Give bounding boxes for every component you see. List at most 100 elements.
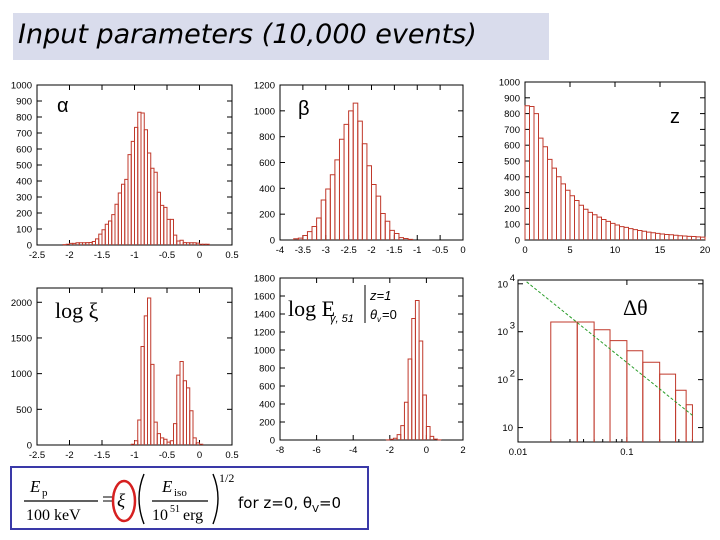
beta-ytick-label: 200	[259, 210, 275, 221]
z-bar	[578, 204, 584, 240]
delta_theta-ytick-label: 10	[502, 423, 513, 434]
log_e-bar	[414, 300, 420, 440]
z-bar	[686, 235, 692, 240]
z-bar	[538, 137, 544, 240]
alpha-xtick-label: -2	[65, 250, 73, 261]
beta-ytick-label: 800	[259, 132, 275, 143]
z-bar	[637, 230, 643, 240]
beta-bar	[357, 120, 363, 240]
z-ytick-label: 800	[504, 109, 520, 120]
beta-xtick-label: -1.5	[386, 245, 402, 256]
beta-xtick-label: -0.5	[432, 245, 448, 256]
log_e-xtick-label: -4	[349, 445, 357, 456]
beta-bar	[311, 225, 318, 240]
beta-histogram: -4 -3.5 -3 -2.5 -2 -1.5 -1 -0.5 0 0 200 400 600 800 10…	[254, 81, 466, 257]
z-bar	[655, 232, 661, 240]
beta-bar	[306, 231, 313, 240]
formula-right-paren	[212, 473, 219, 525]
alpha-ytick-label: 300	[16, 193, 32, 204]
log_e-bar	[425, 426, 431, 440]
z-bar	[587, 211, 593, 240]
z-ytick-label: 900	[504, 93, 520, 104]
z-xtick-label: 10	[610, 245, 621, 256]
beta-bar	[380, 213, 386, 240]
beta-bar	[384, 220, 391, 240]
delta_theta-ytick-label: 10	[497, 327, 508, 338]
z-bar	[641, 230, 647, 240]
z-ytick-label: 0	[515, 236, 520, 247]
beta-bar	[361, 143, 368, 240]
z-ytick-label: 300	[504, 188, 520, 199]
alpha-ytick-label: 500	[16, 161, 32, 172]
delta_theta-xtick-label: 0.01	[509, 447, 528, 458]
log_xi-xtick-label: 0	[197, 450, 202, 461]
alpha-bar	[169, 218, 174, 245]
z-bar	[619, 226, 625, 240]
delta_theta-bar	[593, 329, 611, 442]
z-bar	[556, 176, 562, 240]
z-bar	[592, 214, 598, 240]
formula-left-paren	[138, 473, 145, 525]
alpha-xtick-label: -1	[130, 250, 138, 261]
z-bar	[610, 222, 616, 240]
delta_theta-xtick-label: 0.1	[620, 447, 633, 458]
log_xi-panel-label: log ξ	[55, 298, 99, 323]
formula-frac-den-b: erg	[183, 507, 203, 524]
alpha-xtick-label: 0.5	[225, 250, 238, 261]
delta_theta-ytick-exponent: 2	[510, 369, 515, 380]
log_e-plot-frame	[279, 277, 464, 441]
delta_theta-bar	[642, 361, 661, 442]
z-ytick-label: 500	[504, 157, 520, 168]
z-bar	[628, 228, 634, 240]
beta-bar	[329, 174, 336, 240]
beta-xtick-label: -3	[322, 245, 330, 256]
alpha-ytick-label: 800	[16, 113, 32, 124]
log_xi-bar	[199, 443, 204, 445]
z-bar	[569, 195, 575, 240]
alpha-ytick-label: 700	[16, 129, 32, 140]
alpha-xtick-label: -0.5	[159, 250, 175, 261]
formula-frac-den-a: 10	[152, 507, 168, 524]
formula-power: 1/2	[219, 471, 234, 485]
z-bar	[664, 233, 670, 240]
beta-bar	[320, 199, 327, 240]
formula-box: E p 100 keV = ξ E iso 10 51 erg 1/2 for …	[10, 466, 369, 530]
page-title: Input parameters (10,000 events)	[18, 19, 477, 50]
log_e-annotation-line2-suffix: =0	[382, 307, 397, 322]
delta_theta-ytick-exponent: 4	[510, 273, 515, 284]
formula-frac-num: E	[161, 477, 173, 496]
formula-lhs-den: 100 keV	[26, 507, 81, 524]
delta_theta-bar	[675, 389, 687, 442]
z-ytick-label: 400	[504, 172, 520, 183]
log_e-ytick-label: 1200	[254, 328, 275, 339]
log_xi-ytick-label: 1000	[11, 369, 32, 380]
log_e-bar	[403, 401, 409, 440]
z-bar	[623, 226, 629, 240]
title-box	[13, 13, 549, 60]
log_xi-ytick-label: 1500	[11, 333, 32, 344]
z-bar	[574, 200, 580, 240]
log_e-annotation-line1: z=1	[369, 288, 391, 303]
log_xi-bar	[189, 410, 194, 445]
log_e-xtick-label: -6	[312, 445, 320, 456]
alpha-xtick-label: 0	[197, 250, 202, 261]
z-bar	[673, 234, 679, 240]
z-bar	[560, 183, 566, 240]
formula-frac-den-exp: 51	[170, 504, 180, 515]
z-ytick-label: 700	[504, 125, 520, 136]
log_e-xtick-label: 0	[424, 445, 429, 456]
beta-xtick-label: 0	[460, 245, 465, 256]
log_xi-xtick-label: -0.5	[159, 450, 175, 461]
log_xi-xtick-label: -2	[65, 450, 73, 461]
formula-lhs-num-sub: p	[42, 487, 48, 499]
log_e-ytick-label: 1400	[254, 310, 275, 321]
log_e-ytick-label: 800	[259, 364, 275, 375]
log_e-ytick-label: 600	[259, 382, 275, 393]
z-bar	[533, 113, 539, 240]
log_e-panel-label-sub: γ, 51	[330, 313, 354, 325]
log_xi-ytick-label: 2000	[11, 298, 32, 309]
delta_theta-fit-line	[526, 281, 693, 416]
z-panel-label: z	[670, 106, 680, 128]
beta-bar	[393, 233, 400, 240]
